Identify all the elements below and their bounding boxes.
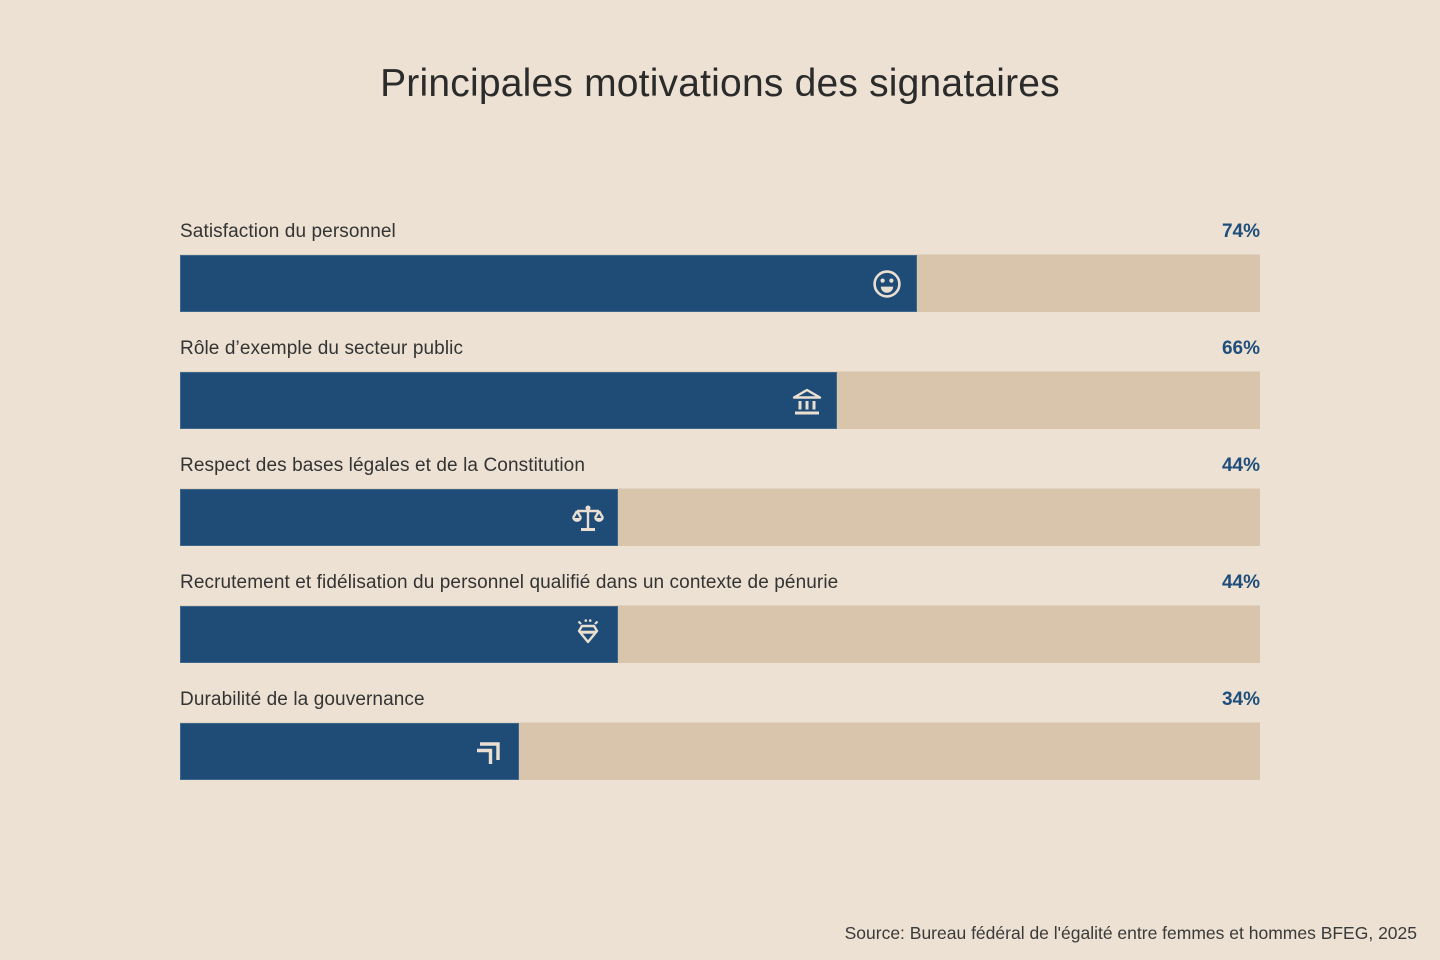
bar-track (180, 488, 1260, 546)
bar-value-label: 74% (1221, 221, 1260, 242)
bar-category-label: Satisfaction du personnel (180, 221, 396, 242)
diamond-icon (568, 615, 608, 655)
bar-row: Satisfaction du personnel 74% (180, 221, 1260, 312)
bar-category-label: Respect des bases légales et de la Const… (180, 455, 585, 476)
bar-fill (180, 606, 619, 663)
bar-track (180, 254, 1260, 312)
bar-row-header: Satisfaction du personnel 74% (180, 221, 1260, 243)
scales-icon (568, 498, 608, 538)
source-caption: Source: Bureau fédéral de l'égalité entr… (844, 923, 1417, 943)
bar-value-label: 66% (1221, 338, 1260, 359)
bar-row: Respect des bases légales et de la Const… (180, 455, 1260, 546)
bar-value-label: 44% (1221, 572, 1260, 593)
bar-row: Recrutement et fidélisation du personnel… (180, 572, 1260, 663)
bar-category-label: Durabilité de la gouvernance (180, 689, 425, 710)
bar-fill (180, 372, 838, 429)
bar-row-header: Respect des bases légales et de la Const… (180, 455, 1260, 477)
bar-value-label: 34% (1221, 689, 1260, 710)
bar-fill (180, 489, 619, 546)
chart-title: Principales motivations des signataires (380, 62, 1060, 105)
smiley-icon (867, 264, 907, 304)
bar-track (180, 371, 1260, 429)
bar-track (180, 722, 1260, 780)
bar-fill (180, 255, 917, 312)
bar-chart: Satisfaction du personnel 74% Rôle d’exe… (180, 221, 1260, 806)
bar-fill (180, 723, 519, 780)
bar-category-label: Rôle d’exemple du secteur public (180, 338, 464, 359)
bar-row: Durabilité de la gouvernance 34% (180, 689, 1260, 780)
bar-row-header: Durabilité de la gouvernance 34% (180, 689, 1260, 711)
bank-icon (787, 381, 827, 421)
bar-row-header: Recrutement et fidélisation du personnel… (180, 572, 1260, 594)
bar-row-header: Rôle d’exemple du secteur public 66% (180, 338, 1260, 360)
bar-row: Rôle d’exemple du secteur public 66% (180, 338, 1260, 429)
bar-category-label: Recrutement et fidélisation du personnel… (180, 572, 839, 593)
bar-value-label: 44% (1221, 455, 1260, 476)
bar-track (180, 605, 1260, 663)
corner-arrows-icon (469, 732, 509, 772)
